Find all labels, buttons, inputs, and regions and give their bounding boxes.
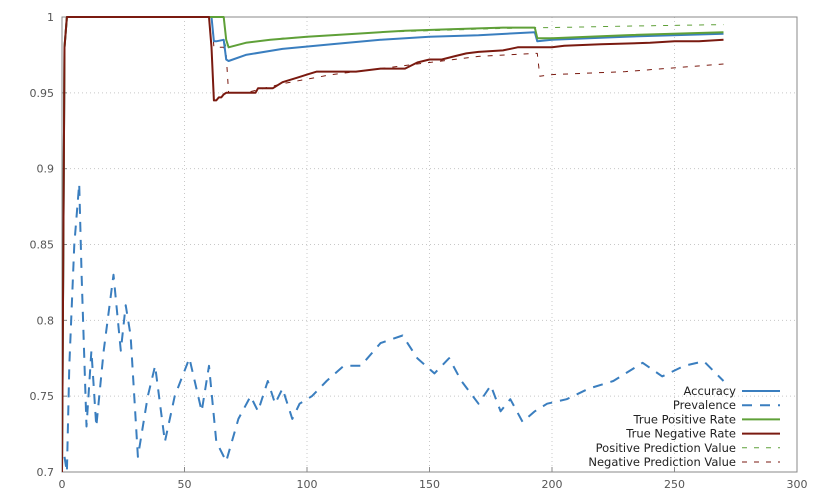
legend-label: Positive Prediction Value <box>596 441 736 455</box>
series-line-accuracy <box>62 16 724 472</box>
legend-label: Negative Prediction Value <box>588 455 736 469</box>
x-tick-label: 100 <box>297 478 318 491</box>
series-line-true-positive-rate <box>62 16 724 472</box>
series-lines <box>62 16 725 472</box>
legend-label: True Negative Rate <box>625 427 736 441</box>
y-tick-label: 0.75 <box>30 390 55 403</box>
legend-label: Accuracy <box>683 384 736 398</box>
series-line-prevalence <box>63 182 725 472</box>
grid-lines <box>62 17 797 472</box>
x-tick-label: 0 <box>59 478 66 491</box>
y-tick-label: 0.9 <box>37 163 55 176</box>
y-tick-label: 0.8 <box>37 314 55 327</box>
y-tick-label: 0.7 <box>37 466 55 479</box>
series-line-true-negative-rate <box>62 16 724 472</box>
y-tick-label: 0.95 <box>30 87 55 100</box>
series-line-negative-prediction-value <box>62 16 724 472</box>
y-tick-label: 1 <box>47 11 54 24</box>
x-tick-label: 50 <box>178 478 192 491</box>
x-tick-label: 300 <box>787 478 808 491</box>
series-line-positive-prediction-value <box>62 16 724 472</box>
axis-ticks: 0 50 100 150 200 250 300 0.7 0.75 0.8 0.85 0.9 0.95 1 <box>30 11 808 491</box>
y-tick-label: 0.85 <box>30 239 55 252</box>
x-tick-label: 150 <box>419 478 440 491</box>
legend-label: Prevalence <box>673 398 736 412</box>
x-tick-label: 250 <box>664 478 685 491</box>
x-tick-label: 200 <box>542 478 563 491</box>
legend-label: True Positive Rate <box>633 412 736 426</box>
